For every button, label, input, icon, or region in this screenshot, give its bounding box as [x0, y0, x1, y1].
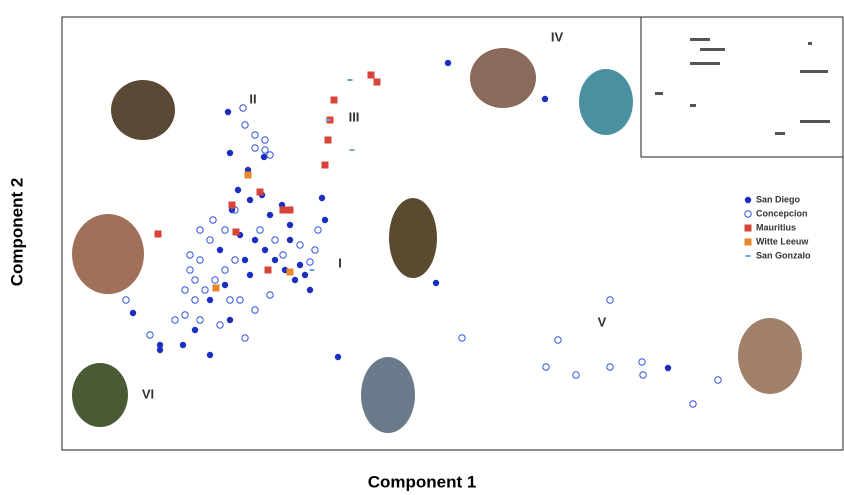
legend-label: San Gonzalo — [756, 250, 811, 260]
point — [222, 282, 228, 288]
point — [445, 60, 451, 66]
point — [225, 109, 231, 115]
point — [433, 280, 439, 286]
cluster-label: I — [338, 255, 342, 270]
cluster-label: IV — [551, 29, 564, 44]
point — [130, 310, 136, 316]
point — [155, 231, 162, 238]
point — [235, 187, 241, 193]
legend-marker — [746, 255, 751, 257]
point — [287, 222, 293, 228]
point — [227, 317, 233, 323]
cluster-label: VI — [142, 386, 154, 401]
point — [217, 247, 223, 253]
legend-label: Witte Leeuw — [756, 236, 809, 246]
point — [319, 195, 325, 201]
point — [247, 272, 253, 278]
point — [207, 352, 213, 358]
point — [265, 267, 272, 274]
point — [322, 162, 329, 169]
point — [287, 269, 294, 276]
point — [247, 197, 253, 203]
cluster-label: III — [349, 109, 360, 124]
cluster-label: II — [249, 91, 256, 106]
point — [322, 217, 328, 223]
point — [261, 154, 267, 160]
legend-label: San Diego — [756, 194, 801, 204]
point — [287, 207, 294, 214]
point — [326, 119, 331, 121]
point — [262, 247, 268, 253]
point — [350, 149, 355, 151]
point — [665, 365, 671, 371]
point — [310, 269, 315, 271]
point — [292, 277, 298, 283]
legend-label: Concepcion — [756, 208, 808, 218]
point — [180, 342, 186, 348]
legend-marker — [745, 225, 752, 232]
point — [257, 189, 264, 196]
point — [307, 287, 313, 293]
chart: Component 2 Component 1 IIIIIIIVVVISan D… — [0, 0, 844, 495]
point — [233, 229, 240, 236]
point — [325, 137, 332, 144]
point — [242, 257, 248, 263]
point — [302, 272, 308, 278]
y-axis-label: Component 2 — [7, 178, 26, 287]
point — [227, 150, 233, 156]
point — [368, 72, 375, 79]
point — [267, 212, 273, 218]
point — [192, 327, 198, 333]
point — [297, 262, 303, 268]
point — [335, 354, 341, 360]
point — [542, 96, 548, 102]
point — [245, 172, 252, 179]
legend-label: Mauritius — [756, 222, 796, 232]
point — [331, 97, 338, 104]
point — [348, 79, 353, 81]
legend-marker — [745, 239, 752, 246]
cluster-label: V — [598, 314, 607, 329]
point — [213, 285, 220, 292]
point — [374, 79, 381, 86]
inset — [641, 17, 843, 157]
x-axis-label: Component 1 — [368, 472, 477, 491]
point — [280, 207, 287, 214]
point — [229, 202, 236, 209]
legend-marker — [745, 197, 751, 203]
point — [287, 237, 293, 243]
point — [207, 297, 213, 303]
point — [272, 257, 278, 263]
point — [252, 237, 258, 243]
point — [157, 347, 163, 353]
